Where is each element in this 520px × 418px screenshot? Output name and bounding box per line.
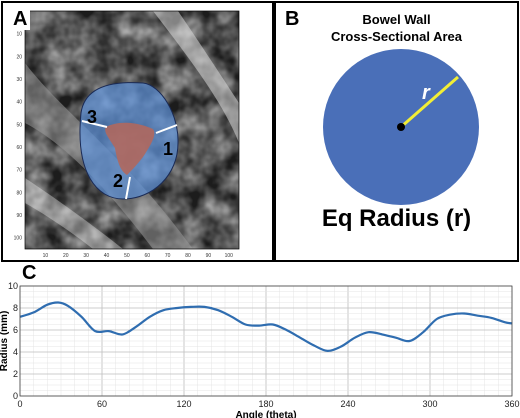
image-y-tick-label: 80 bbox=[16, 190, 22, 196]
radius-series-line bbox=[19, 301, 513, 353]
image-y-tick-label: 50 bbox=[16, 122, 22, 128]
image-x-tick-label: 90 bbox=[206, 253, 212, 259]
y-tick-label: 8 bbox=[13, 303, 18, 313]
x-tick-label: 300 bbox=[422, 399, 437, 409]
image-y-tick-label: 40 bbox=[16, 100, 22, 106]
segment-label-3: 3 bbox=[87, 107, 97, 127]
panel-a: A 10 20 30 40 50 60 70 80 90 100 10 20 30 40 50 60 70 80… bbox=[1, 1, 274, 262]
image-y-tick-label: 10 bbox=[16, 32, 22, 38]
image-x-tick-label: 100 bbox=[225, 253, 234, 259]
image-x-tick-label: 30 bbox=[83, 253, 89, 259]
image-y-tick-label: 20 bbox=[16, 54, 22, 60]
image-x-tick-label: 70 bbox=[165, 253, 171, 259]
x-tick-label: 0 bbox=[17, 399, 22, 409]
image-x-tick-label: 40 bbox=[104, 253, 110, 259]
x-tick-label: 180 bbox=[258, 399, 273, 409]
eq-radius-label: Eq Radius (r) bbox=[321, 205, 472, 232]
image-x-tick-label: 80 bbox=[185, 253, 191, 259]
image-y-tick-label: 30 bbox=[16, 77, 22, 83]
panel-c-letter: C bbox=[22, 262, 37, 284]
panel-b-letter: B bbox=[285, 8, 300, 30]
x-tick-label: 240 bbox=[340, 399, 355, 409]
image-x-axis: 10 20 30 40 50 60 70 80 90 100 bbox=[43, 253, 234, 259]
image-x-tick-label: 60 bbox=[145, 253, 151, 259]
image-x-tick-label: 20 bbox=[63, 253, 69, 259]
y-axis-label: Radius (mm) bbox=[0, 311, 10, 372]
y-tick-label: 0 bbox=[13, 391, 18, 401]
chart-frame bbox=[19, 285, 513, 397]
radius-label: r bbox=[422, 82, 431, 104]
chart-grid bbox=[19, 285, 513, 397]
panel-b-title-line1: Bowel Wall bbox=[362, 12, 431, 27]
segment-label-1: 1 bbox=[163, 139, 173, 159]
image-y-tick-label: 90 bbox=[16, 213, 22, 219]
image-y-tick-label: 60 bbox=[16, 145, 22, 151]
divider-3 bbox=[81, 120, 108, 128]
segment-label-2: 2 bbox=[113, 171, 123, 191]
image-y-axis: 10 20 30 40 50 60 70 80 90 100 bbox=[14, 32, 23, 242]
panel-a-letter: A bbox=[10, 8, 31, 30]
x-tick-label: 360 bbox=[504, 399, 519, 409]
equivalent-radius-figure: r bbox=[323, 49, 479, 205]
divider-2 bbox=[125, 176, 131, 200]
y-tick-label: 2 bbox=[13, 369, 18, 379]
panel-b: B Bowel Wall Cross-Sectional Area r Eq R… bbox=[274, 1, 519, 262]
chart-ticks: 0 60 120 180 240 300 360 0 2 4 6 8 10 bbox=[8, 281, 520, 409]
y-tick-label: 6 bbox=[13, 325, 18, 335]
radius-line bbox=[400, 75, 459, 129]
y-tick-label: 4 bbox=[13, 347, 18, 357]
image-y-tick-label: 100 bbox=[14, 236, 23, 242]
x-tick-label: 60 bbox=[97, 399, 107, 409]
ct-slice-figure: 10 20 30 40 50 60 70 80 90 100 10 20 30 40 50 60 70 80 90… bbox=[14, 10, 240, 259]
x-axis-label: Angle (theta) bbox=[235, 410, 296, 418]
center-point bbox=[397, 123, 405, 131]
image-x-tick-label: 10 bbox=[43, 253, 49, 259]
image-y-tick-label: 70 bbox=[16, 168, 22, 174]
x-tick-label: 120 bbox=[176, 399, 191, 409]
lumen-region bbox=[105, 122, 155, 175]
y-tick-label: 10 bbox=[8, 281, 18, 291]
panel-b-title-line2: Cross-Sectional Area bbox=[330, 29, 462, 44]
divider-1 bbox=[155, 124, 178, 134]
image-x-tick-label: 50 bbox=[124, 253, 130, 259]
